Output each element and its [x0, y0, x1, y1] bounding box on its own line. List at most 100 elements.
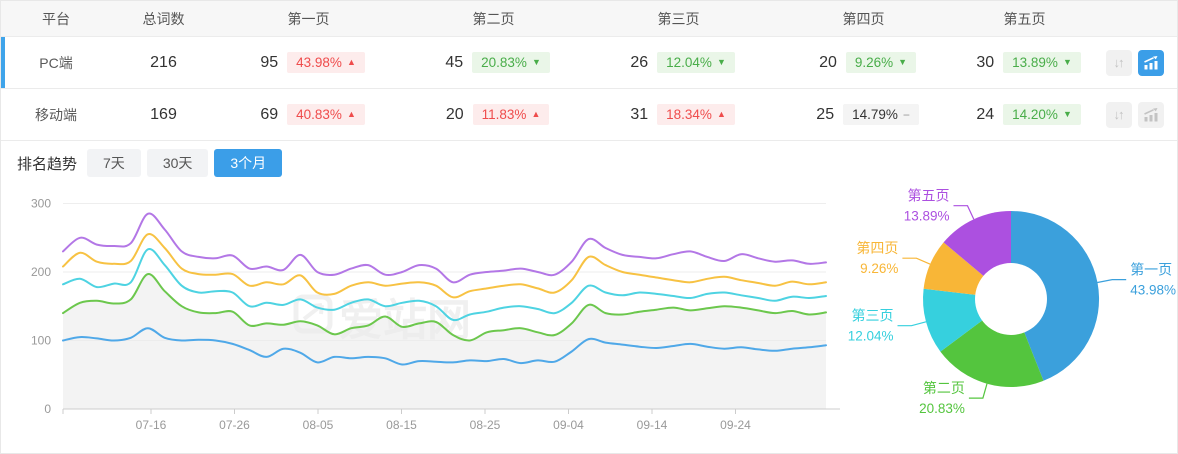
platform-table: 平台 总词数 第一页 第二页 第三页 第四页 第五页 PC端 216 95 43.98… — [1, 1, 1177, 141]
platform-label: PC端 — [39, 54, 73, 71]
down-arrow-icon: ▼ — [1062, 109, 1072, 119]
trend-line-page3 — [62, 248, 827, 322]
page5-cell: 24 14.20% ▼ — [956, 103, 1093, 126]
page-count: 24 — [976, 105, 995, 123]
change-badge-down: 20.83% ▼ — [472, 51, 550, 74]
donut-label-line — [968, 383, 988, 399]
table-row[interactable]: PC端 216 95 43.98% ▲ 45 20.83% ▼ 26 12.04% ▼ 20 9.26%… — [1, 37, 1177, 89]
donut-label-percent: 9.26% — [860, 261, 898, 276]
page2-cell: 20 11.83% ▲ — [401, 103, 586, 126]
col-header-page5: 第五页 — [1003, 10, 1046, 27]
row-actions: ↓↑ — [1093, 101, 1177, 128]
x-axis-label: 09-24 — [720, 418, 751, 432]
change-badge-flat: 14.79% − — [843, 103, 919, 126]
chart-icon — [1144, 107, 1158, 121]
donut-chart: 第一页 43.98% 第二页 20.83% 第三页 12.04% 第四页 9.26% 第五页 13… — [848, 188, 1176, 416]
table-row[interactable]: 移动端 169 69 40.83% ▲ 20 11.83% ▲ 31 18.34% ▲ 25 14.79… — [1, 89, 1177, 141]
change-pct: 43.98% — [296, 54, 342, 70]
change-pct: 40.83% — [296, 106, 342, 122]
donut-label-name: 第一页 — [1130, 262, 1172, 278]
row-actions: ↓↑ — [1093, 49, 1177, 76]
page1-cell: 95 43.98% ▲ — [216, 51, 401, 74]
down-arrow-icon: ▼ — [1062, 57, 1072, 67]
down-arrow-icon: ▼ — [898, 57, 908, 67]
change-pct: 9.26% — [854, 54, 894, 70]
down-arrow-icon: ▼ — [531, 57, 541, 67]
donut-label-name: 第五页 — [908, 188, 950, 204]
trend-tab-30d[interactable]: 30天 — [146, 149, 209, 177]
donut-label-line — [902, 257, 931, 265]
area-fill-1 — [63, 273, 826, 409]
trend-line-page4 — [62, 233, 827, 299]
donut-label-name: 第二页 — [923, 380, 965, 396]
y-axis-label: 100 — [31, 334, 51, 348]
col-header-page1: 第一页 — [287, 10, 330, 27]
selected-row-indicator — [1, 37, 5, 88]
donut-slice-page1 — [1011, 210, 1100, 381]
trend-tab-7d[interactable]: 7天 — [87, 149, 141, 177]
x-axis-label: 09-04 — [553, 418, 584, 432]
total-words-value: 216 — [150, 53, 177, 71]
page4-cell: 20 9.26% ▼ — [771, 51, 956, 74]
donut-label-name: 第四页 — [856, 240, 898, 256]
page-count: 20 — [445, 105, 464, 123]
change-badge-down: 12.04% ▼ — [657, 51, 735, 74]
col-header-page2: 第二页 — [472, 10, 515, 27]
sort-arrows-icon: ↓↑ — [1113, 55, 1125, 70]
change-badge-down: 13.89% ▼ — [1003, 51, 1081, 74]
page5-cell: 30 13.89% ▼ — [956, 51, 1093, 74]
donut-label-line — [897, 321, 927, 327]
donut-label-name: 第三页 — [852, 308, 894, 324]
page2-cell: 45 20.83% ▼ — [401, 51, 586, 74]
donut-label-percent: 13.89% — [904, 209, 950, 224]
change-pct: 14.20% — [1012, 106, 1058, 122]
donut-label-percent: 12.04% — [848, 329, 894, 344]
change-pct: 11.83% — [481, 106, 527, 122]
y-axis-label: 0 — [44, 402, 51, 416]
sort-button[interactable]: ↓↑ — [1106, 49, 1132, 76]
change-badge-down: 9.26% ▼ — [845, 51, 917, 74]
y-axis-label: 300 — [31, 197, 51, 211]
trend-line-page2 — [62, 273, 827, 342]
change-badge-up: 18.34% ▲ — [657, 103, 735, 126]
change-badge-up: 11.83% ▲ — [472, 103, 550, 126]
donut-hole — [975, 263, 1047, 335]
total-words-value: 169 — [150, 105, 177, 123]
sort-arrows-icon: ↓↑ — [1113, 107, 1125, 122]
x-axis-label: 08-05 — [303, 418, 334, 432]
sort-button[interactable]: ↓↑ — [1106, 101, 1132, 128]
change-pct: 12.04% — [666, 54, 712, 70]
change-badge-up: 43.98% ▲ — [287, 51, 365, 74]
platform-label: 移动端 — [35, 106, 77, 123]
donut-label-percent: 20.83% — [919, 401, 965, 416]
trend-toolbar: 排名趋势 7天 30天 3个月 — [1, 141, 1177, 185]
col-header-page4: 第四页 — [842, 10, 885, 27]
trend-tab-3m[interactable]: 3个月 — [214, 149, 283, 177]
change-badge-up: 40.83% ▲ — [287, 103, 365, 126]
up-arrow-icon: ▲ — [716, 109, 726, 119]
col-header-platform: 平台 — [42, 10, 70, 27]
show-chart-button[interactable] — [1138, 49, 1164, 76]
page-count: 31 — [630, 105, 649, 123]
page-count: 45 — [445, 53, 464, 71]
change-pct: 14.79% — [852, 106, 898, 122]
chart-icon — [1144, 55, 1158, 69]
up-arrow-icon: ▲ — [531, 109, 541, 119]
page-count: 69 — [260, 105, 279, 123]
flat-dash-icon: − — [902, 107, 910, 122]
trend-line-page5 — [62, 212, 827, 284]
trend-line-page1 — [62, 327, 827, 366]
donut-label-line — [953, 205, 975, 220]
x-axis-label: 09-14 — [637, 418, 668, 432]
col-header-page3: 第三页 — [657, 10, 700, 27]
trend-chart-area: 爱站网 0 100 200 300 07-16 07-26 08-05 08-15 08-25 09… — [1, 185, 1177, 453]
trend-title: 排名趋势 — [17, 155, 78, 173]
table-header: 平台 总词数 第一页 第二页 第三页 第四页 第五页 — [1, 1, 1177, 37]
show-chart-button[interactable] — [1138, 101, 1164, 128]
table-body: PC端 216 95 43.98% ▲ 45 20.83% ▼ 26 12.04% ▼ 20 9.26%… — [1, 37, 1177, 141]
y-axis-label: 200 — [31, 265, 51, 279]
page-count: 30 — [976, 53, 995, 71]
page4-cell: 25 14.79% − — [771, 103, 956, 126]
